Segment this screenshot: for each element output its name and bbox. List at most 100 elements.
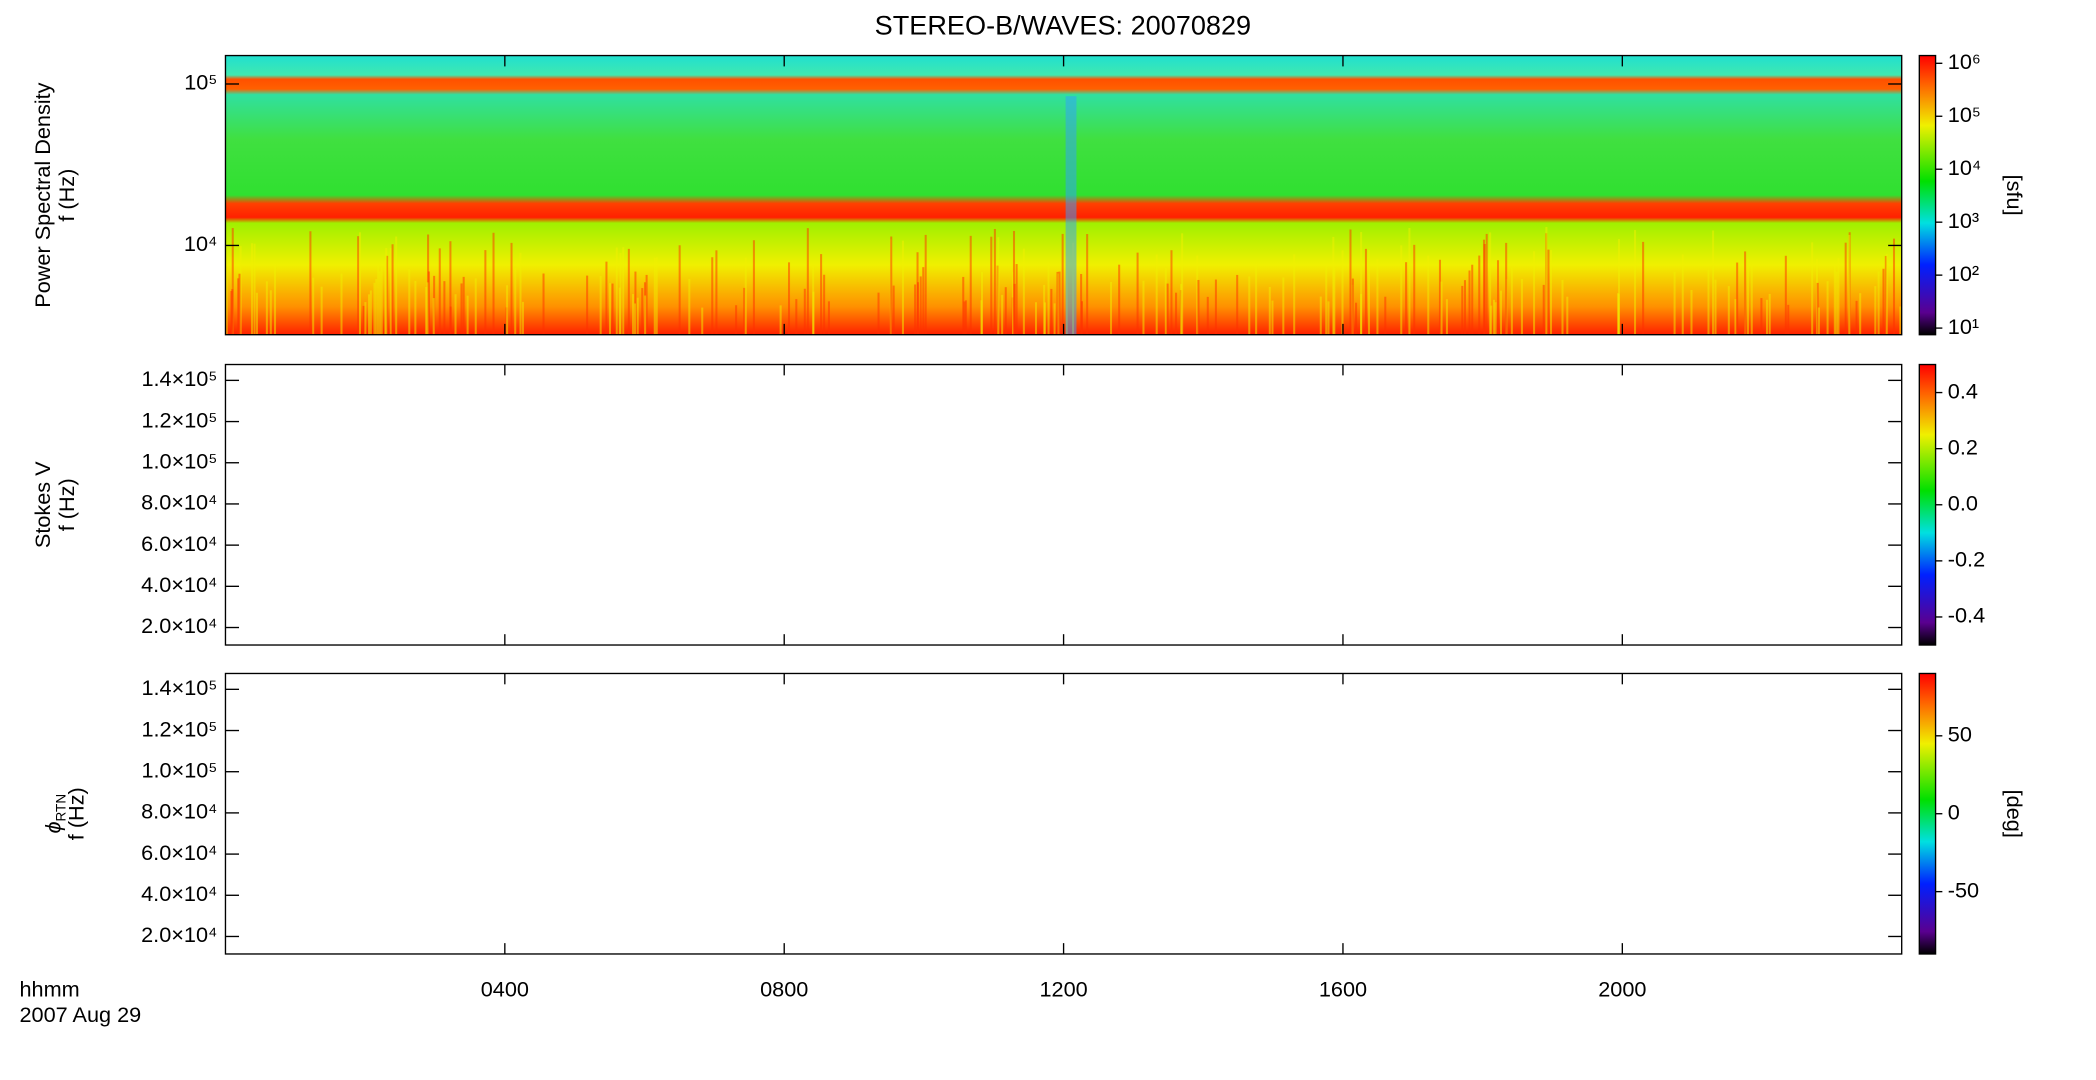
spectrogram-streak [636, 297, 639, 335]
spectrogram-streak [1844, 242, 1847, 335]
spectrogram-streak [255, 292, 258, 335]
x-tick-label: 1200 [1039, 976, 1087, 1001]
spectrogram-streak [962, 276, 965, 335]
spectrogram-streak [340, 273, 343, 335]
spectrogram-streak [1341, 250, 1344, 335]
y-axis-label-2: f (Hz) [54, 169, 79, 222]
colorbar-tick-label: 0.0 [1948, 491, 1978, 516]
spectrogram-streak [1885, 254, 1888, 335]
spectrogram-streak [1750, 264, 1753, 335]
spectrogram-streak [964, 300, 967, 335]
spectrogram-streak [1545, 227, 1548, 335]
spectrogram-streak [1492, 299, 1495, 335]
spectrogram-streak [1489, 232, 1492, 335]
spectrogram-streak [1086, 234, 1089, 335]
spectrogram-streak [506, 285, 509, 335]
spectrogram-streak [1384, 296, 1387, 335]
spectrogram-streak [1327, 301, 1330, 335]
spectrogram-streak [1892, 238, 1896, 335]
spectrogram-streak [653, 257, 656, 335]
spectrogram-streak [1349, 229, 1352, 335]
spectrogram-streak [877, 292, 880, 335]
x-axis-date: 2007 Aug 29 [19, 1002, 141, 1027]
spectrogram-streak [389, 248, 392, 335]
spectrogram-streak [645, 274, 648, 335]
spectrogram-streak [514, 267, 517, 335]
spectrogram-streak [1494, 302, 1497, 335]
y-axis-label-text: ϕ [40, 821, 65, 833]
colorbar-tick-label: 10² [1948, 261, 1979, 286]
spectrogram-streak [1642, 241, 1645, 335]
colorbar [1918, 672, 1937, 955]
spectrogram-streak [1744, 251, 1747, 335]
spectrogram-streak [1015, 264, 1018, 335]
spectrogram-streak [618, 287, 621, 335]
spectrogram-streak [1768, 293, 1771, 335]
spectrogram-streak [633, 303, 637, 335]
plot-frame [224, 672, 1903, 955]
spectrogram-streak [265, 281, 268, 335]
spectrogram-streak [1673, 271, 1676, 335]
y-tick-label: 10⁴ [184, 231, 217, 256]
spectrogram-streak [1058, 271, 1061, 335]
spectrogram-streak [377, 265, 380, 335]
spectrogram-streak [688, 278, 691, 335]
y-axis-label: Power Spectral Density [30, 82, 55, 307]
spectrogram-streak [743, 287, 746, 335]
spectrogram-streak [744, 257, 747, 335]
spectrogram-streak [1482, 239, 1486, 335]
spectrogram-streak [752, 240, 755, 335]
spectrogram-streak [1765, 299, 1769, 335]
spectrogram-streak [1319, 296, 1322, 335]
spectrogram-streak [238, 273, 241, 335]
spectrogram-streak [1118, 264, 1121, 335]
spectrogram-streak [890, 236, 893, 335]
spectrogram-streak [1405, 262, 1408, 335]
spectrogram-streak [1293, 254, 1296, 335]
y-axis-label-2: f (Hz) [54, 478, 79, 531]
spectrogram-streak [1549, 250, 1553, 335]
spectrogram-streak [320, 286, 323, 335]
spectrogram-streak [1175, 292, 1178, 335]
spectrogram-streak [1197, 279, 1200, 335]
spectrogram-streak [922, 267, 925, 335]
spectrogram-streak [1811, 242, 1814, 335]
colorbar [1918, 363, 1937, 646]
spectrogram-streak [426, 282, 429, 335]
spectrogram-streak [1355, 302, 1358, 335]
spectrogram-streak [274, 263, 277, 335]
spectrogram-streak [1445, 299, 1448, 335]
spectrogram-streak [368, 294, 371, 335]
y-tick-label: 4.0×10⁴ [141, 881, 217, 906]
spectrogram-streak [735, 305, 738, 335]
y-tick-label: 4.0×10⁴ [141, 572, 217, 597]
spectrogram-streak [701, 307, 704, 335]
spectrogram-streak [1080, 273, 1083, 335]
spectrogram-streak [586, 275, 589, 335]
spectrogram-streak [997, 237, 1000, 335]
colorbar-label: [deg] [2002, 790, 2027, 838]
spectrogram-streak [438, 248, 441, 335]
spectrogram-streak [969, 235, 972, 335]
spectrogram-streak [1053, 303, 1056, 335]
spectrogram-streak [599, 275, 602, 335]
spectrogram-streak [1561, 279, 1564, 335]
spectrogram-streak [1166, 283, 1169, 335]
spectrogram-streak [521, 301, 524, 335]
y-axis-label-2: f (Hz) [63, 787, 88, 840]
spectrogram-streak [1681, 254, 1684, 335]
spectrogram-streak [395, 236, 398, 335]
spectrogram-streak [827, 301, 830, 335]
spectrogram-streak [1142, 280, 1145, 335]
colorbar-tick-label: 10¹ [1948, 314, 1979, 339]
y-axis-label: ϕRTN [40, 794, 68, 834]
spectrogram-streak [432, 298, 435, 335]
spectrogram-streak [892, 285, 895, 335]
spectrogram-streak [449, 241, 452, 335]
spectrogram-streak [474, 278, 477, 335]
spectrogram-streak [362, 305, 365, 335]
spectrogram-streak [391, 244, 394, 335]
spectrogram-streak [924, 234, 927, 335]
spectrogram-streak [1376, 259, 1379, 335]
spectrogram-streak [641, 288, 644, 335]
